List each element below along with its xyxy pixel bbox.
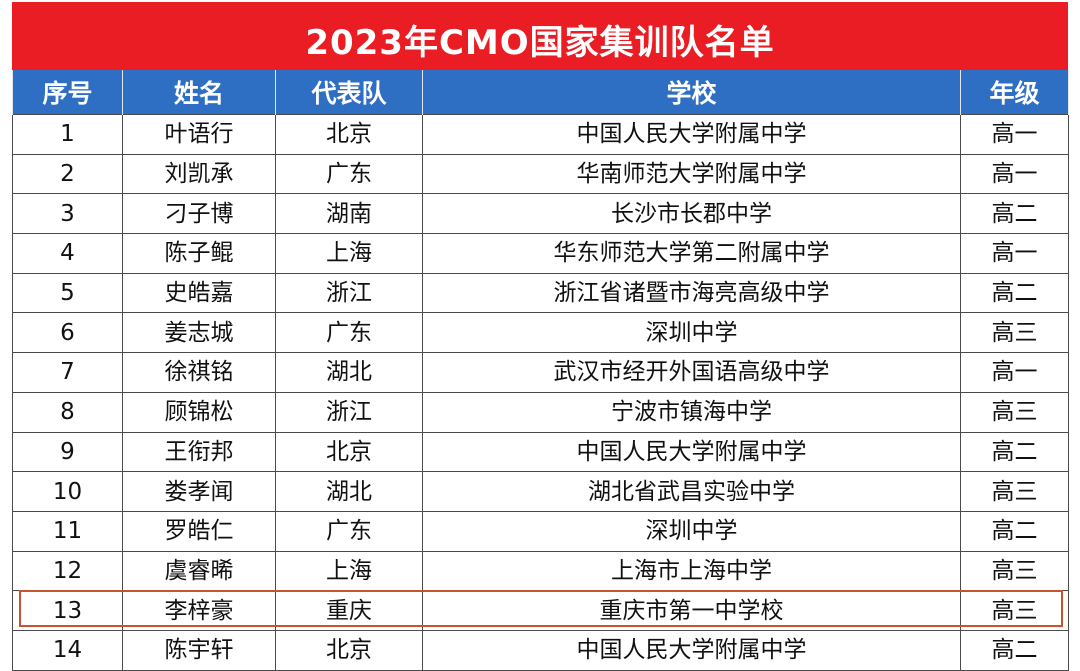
roster-document: 2023年CMO国家集训队名单 序号 姓名 代表队 学校 年级 1 叶语行 北京… — [12, 0, 1069, 671]
cell-grade: 高三 — [960, 391, 1069, 433]
cell-index: 13 — [12, 590, 123, 631]
table-row: 9 王衔邦 北京 中国人民大学附属中学 高二 — [12, 431, 1069, 473]
cell-index: 11 — [12, 510, 123, 552]
cell-index: 9 — [12, 431, 123, 473]
cell-index: 10 — [12, 471, 123, 512]
cell-grade: 高三 — [960, 550, 1069, 592]
table-row: 11 罗皓仁 广东 深圳中学 高二 — [12, 510, 1069, 552]
table-row: 6 姜志城 广东 深圳中学 高三 — [12, 312, 1069, 354]
cell-team: 广东 — [275, 510, 423, 552]
table-row: 14 陈宇轩 北京 中国人民大学附属中学 高二 — [12, 629, 1069, 671]
cell-name: 王衔邦 — [122, 431, 276, 473]
table-row-highlighted: 13 李梓豪 重庆 重庆市第一中学校 高三 — [12, 590, 1069, 631]
cell-team: 北京 — [275, 431, 423, 473]
cell-index: 1 — [12, 114, 123, 155]
table-row: 3 刁子博 湖南 长沙市长郡中学 高二 — [12, 193, 1069, 235]
cell-index: 7 — [12, 352, 123, 393]
cell-name: 陈子鲲 — [122, 233, 276, 274]
cell-name: 史皓嘉 — [122, 272, 276, 314]
cell-index: 14 — [12, 629, 123, 671]
cell-team: 上海 — [275, 233, 423, 274]
table-row: 4 陈子鲲 上海 华东师范大学第二附属中学 高一 — [12, 233, 1069, 274]
cell-index: 12 — [12, 550, 123, 592]
table-row: 10 娄孝闻 湖北 湖北省武昌实验中学 高三 — [12, 471, 1069, 512]
cell-school: 深圳中学 — [422, 312, 961, 354]
table-row: 8 顾锦松 浙江 宁波市镇海中学 高三 — [12, 391, 1069, 433]
cell-school: 重庆市第一中学校 — [422, 590, 961, 631]
cell-index: 3 — [12, 193, 123, 235]
cell-index: 5 — [12, 272, 123, 314]
cell-team: 北京 — [275, 629, 423, 671]
header-team: 代表队 — [275, 70, 423, 115]
cell-team: 北京 — [275, 114, 423, 155]
header-grade: 年级 — [960, 70, 1069, 115]
cell-school: 宁波市镇海中学 — [422, 391, 961, 433]
table-row: 7 徐祺铭 湖北 武汉市经开外国语高级中学 高一 — [12, 352, 1069, 393]
cell-name: 罗皓仁 — [122, 510, 276, 552]
table-row: 1 叶语行 北京 中国人民大学附属中学 高一 — [12, 114, 1069, 155]
cell-grade: 高二 — [960, 272, 1069, 314]
header-school: 学校 — [422, 70, 961, 115]
roster-table: 序号 姓名 代表队 学校 年级 1 叶语行 北京 中国人民大学附属中学 高一 2… — [12, 70, 1069, 671]
cell-school: 中国人民大学附属中学 — [422, 431, 961, 473]
cell-team: 湖北 — [275, 471, 423, 512]
cell-name: 刘凯承 — [122, 153, 276, 195]
cell-school: 长沙市长郡中学 — [422, 193, 961, 235]
cell-school: 湖北省武昌实验中学 — [422, 471, 961, 512]
cell-index: 2 — [12, 153, 123, 195]
cell-team: 广东 — [275, 312, 423, 354]
cell-grade: 高二 — [960, 629, 1069, 671]
cell-school: 浙江省诸暨市海亮高级中学 — [422, 272, 961, 314]
cell-name: 陈宇轩 — [122, 629, 276, 671]
cell-team: 重庆 — [275, 590, 423, 631]
cell-team: 浙江 — [275, 272, 423, 314]
cell-name: 叶语行 — [122, 114, 276, 155]
cell-grade: 高三 — [960, 312, 1069, 354]
header-name: 姓名 — [122, 70, 276, 115]
cell-index: 6 — [12, 312, 123, 354]
cell-team: 湖北 — [275, 352, 423, 393]
document-title: 2023年CMO国家集训队名单 — [12, 0, 1068, 70]
cell-name: 徐祺铭 — [122, 352, 276, 393]
cell-grade: 高二 — [960, 510, 1069, 552]
cell-grade: 高一 — [960, 233, 1069, 274]
cell-name: 刁子博 — [122, 193, 276, 235]
cell-name: 虞睿晞 — [122, 550, 276, 592]
cell-grade: 高一 — [960, 153, 1069, 195]
cell-school: 华南师范大学附属中学 — [422, 153, 961, 195]
cell-team: 广东 — [275, 153, 423, 195]
cell-name: 顾锦松 — [122, 391, 276, 433]
cell-grade: 高一 — [960, 114, 1069, 155]
cell-school: 上海市上海中学 — [422, 550, 961, 592]
cell-index: 8 — [12, 391, 123, 433]
cell-school: 中国人民大学附属中学 — [422, 629, 961, 671]
cell-school: 华东师范大学第二附属中学 — [422, 233, 961, 274]
cell-index: 4 — [12, 233, 123, 274]
cell-team: 浙江 — [275, 391, 423, 433]
table-row: 5 史皓嘉 浙江 浙江省诸暨市海亮高级中学 高二 — [12, 272, 1069, 314]
cell-grade: 高三 — [960, 590, 1069, 631]
table-row: 12 虞睿晞 上海 上海市上海中学 高三 — [12, 550, 1069, 592]
cell-team: 湖南 — [275, 193, 423, 235]
table-row: 2 刘凯承 广东 华南师范大学附属中学 高一 — [12, 153, 1069, 195]
cell-grade: 高二 — [960, 431, 1069, 473]
cell-school: 中国人民大学附属中学 — [422, 114, 961, 155]
cell-name: 姜志城 — [122, 312, 276, 354]
cell-grade: 高三 — [960, 471, 1069, 512]
cell-grade: 高二 — [960, 193, 1069, 235]
cell-team: 上海 — [275, 550, 423, 592]
header-index: 序号 — [12, 70, 123, 115]
cell-school: 深圳中学 — [422, 510, 961, 552]
table-header-row: 序号 姓名 代表队 学校 年级 — [12, 70, 1069, 115]
cell-name: 李梓豪 — [122, 590, 276, 631]
cell-name: 娄孝闻 — [122, 471, 276, 512]
cell-school: 武汉市经开外国语高级中学 — [422, 352, 961, 393]
cell-grade: 高一 — [960, 352, 1069, 393]
